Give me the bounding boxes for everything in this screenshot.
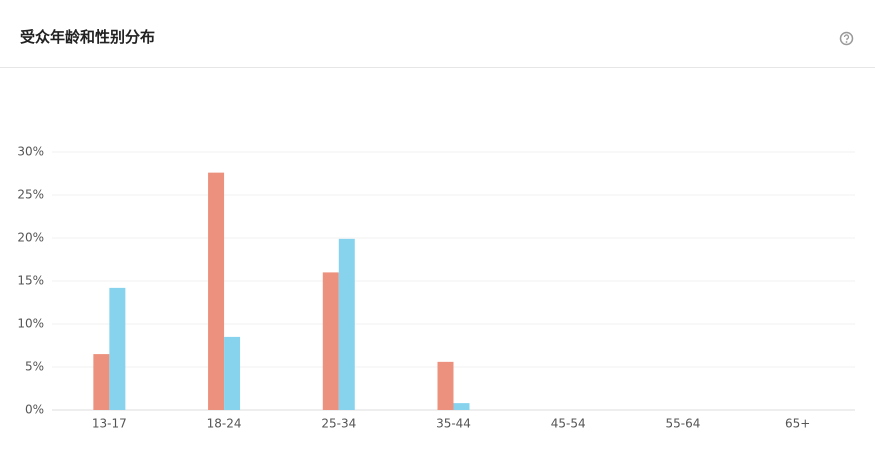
y-tick-label: 0%: [25, 403, 44, 417]
bar: [437, 361, 454, 410]
y-tick-label: 15%: [17, 274, 44, 288]
y-tick-label: 30%: [17, 145, 44, 159]
x-tick-label: 65+: [785, 417, 810, 431]
bar: [208, 172, 225, 410]
x-tick-label: 25-34: [321, 417, 356, 431]
x-tick-label: 45-54: [551, 417, 586, 431]
help-icon[interactable]: [839, 31, 854, 46]
y-tick-label: 25%: [17, 188, 44, 202]
y-tick-label: 5%: [25, 360, 44, 374]
bar: [109, 287, 126, 410]
card-header: 受众年龄和性别分布: [0, 0, 875, 68]
bar: [224, 336, 241, 410]
x-tick-label: 55-64: [665, 417, 700, 431]
bar: [93, 354, 110, 410]
y-tick-label: 20%: [17, 231, 44, 245]
bar: [322, 272, 339, 410]
chart-title: 受众年龄和性别分布: [20, 28, 156, 46]
bar: [338, 238, 355, 410]
x-tick-label: 35-44: [436, 417, 471, 431]
x-tick-label: 18-24: [207, 417, 242, 431]
y-tick-label: 10%: [17, 317, 44, 331]
bar: [453, 403, 470, 410]
x-tick-label: 13-17: [92, 417, 127, 431]
